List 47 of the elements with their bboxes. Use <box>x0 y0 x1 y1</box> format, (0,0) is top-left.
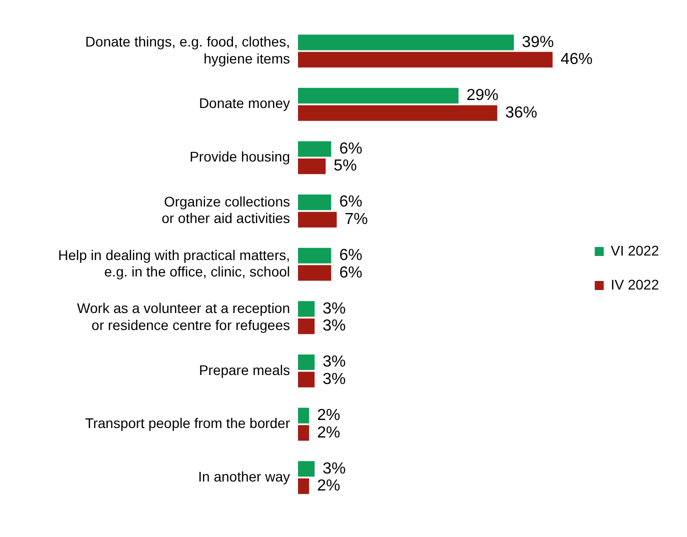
data-label: 36% <box>505 104 538 122</box>
data-label: 6% <box>339 264 362 282</box>
data-label: 3% <box>322 354 346 371</box>
y-tick-label: Prepare meals <box>198 362 290 378</box>
bar <box>298 301 315 317</box>
data-label: 46% <box>560 51 593 68</box>
y-tick-label: Donate things, e.g. food, clothes, hygiene items <box>85 34 290 66</box>
bar <box>298 425 310 441</box>
bar <box>298 408 310 424</box>
bar <box>298 478 310 494</box>
bar <box>298 354 315 370</box>
bar <box>298 105 498 121</box>
data-label: 3% <box>322 460 346 478</box>
y-tick-label: Organize collections or other aid activities <box>162 193 290 226</box>
bar <box>298 248 332 264</box>
bar <box>298 88 459 104</box>
y-tick-label: Transport people from the border <box>85 415 290 432</box>
y-tick-label: Work as a volunteer at a reception or residence centre for refugees <box>77 300 290 333</box>
y-tick-label: In another way <box>198 468 290 484</box>
bar <box>298 141 332 157</box>
legend-label: VI 2022 <box>610 242 660 258</box>
data-label: 2% <box>317 424 340 442</box>
data-label: 39% <box>522 34 554 51</box>
bar <box>298 212 337 228</box>
data-label: 29% <box>466 87 499 104</box>
data-label: 6% <box>339 194 362 211</box>
bar <box>298 158 326 174</box>
data-label: 3% <box>322 300 346 318</box>
bar <box>298 265 332 281</box>
bar <box>298 194 332 210</box>
data-label: 7% <box>344 211 368 228</box>
y-tick-label: Provide housing <box>190 148 290 165</box>
bar <box>298 372 315 388</box>
data-label: 3% <box>322 318 346 335</box>
bar <box>298 34 514 50</box>
data-label: 5% <box>334 158 357 175</box>
data-label: 6% <box>339 140 362 158</box>
bar <box>298 318 315 334</box>
data-label: 3% <box>322 370 346 388</box>
y-tick-label: Donate money <box>198 95 290 112</box>
bar <box>298 461 315 477</box>
y-tick-label: Help in dealing with practical matters, e.g. in the office, clinic, school <box>58 246 290 280</box>
data-label: 2% <box>317 478 340 495</box>
legend-label: IV 2022 <box>610 276 660 292</box>
data-label: 6% <box>339 247 362 264</box>
data-label: 2% <box>317 406 340 424</box>
bar <box>298 52 553 68</box>
